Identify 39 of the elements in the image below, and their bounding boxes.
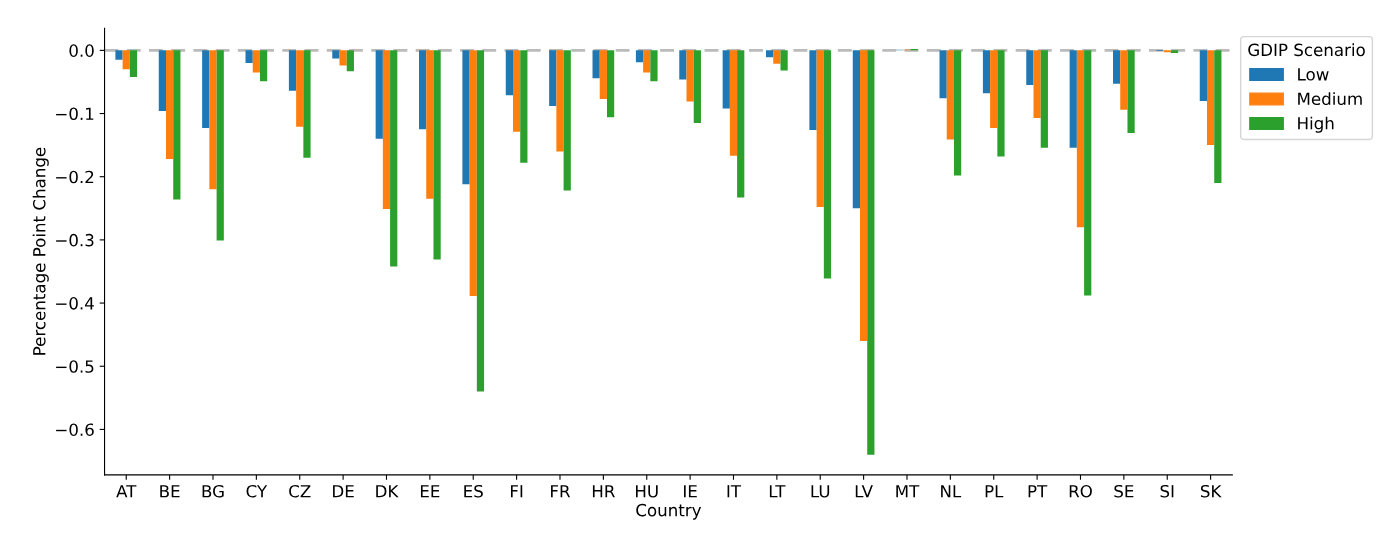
- x-tick-label: ES: [464, 484, 483, 498]
- legend-label: Low: [1298, 68, 1329, 81]
- x-tick-label: CZ: [289, 484, 311, 498]
- legend-label: High: [1298, 116, 1334, 133]
- y-tick-label: −0.4: [56, 297, 94, 310]
- x-tick-label: SK: [1200, 484, 1222, 498]
- x-tick-label: PL: [985, 485, 1004, 498]
- y-tick-label: −0.6: [56, 423, 94, 436]
- x-tick-label: LV: [855, 485, 873, 498]
- y-tick-label: −0.2: [56, 170, 94, 184]
- x-tick-label: IT: [727, 485, 742, 498]
- x-tick-label: FI: [511, 485, 523, 498]
- x-tick-label: MT: [896, 485, 920, 498]
- x-tick-label: PT: [1028, 485, 1048, 498]
- x-tick-label: DE: [333, 485, 354, 498]
- x-tick-label: SE: [1114, 484, 1134, 498]
- x-tick-label: BE: [160, 485, 180, 498]
- x-tick-label: EE: [420, 485, 440, 498]
- x-tick-label: AT: [116, 485, 137, 498]
- x-tick-label: HU: [636, 485, 658, 498]
- x-tick-label: HR: [592, 485, 615, 498]
- x-tick-label: IE: [684, 485, 697, 498]
- y-axis-title: Percentage Point Change: [32, 147, 49, 355]
- x-tick-label: DK: [376, 485, 399, 498]
- y-tick-label: 0.0: [69, 44, 94, 57]
- x-tick-label: FR: [551, 485, 571, 498]
- x-tick-label: SI: [1160, 484, 1174, 498]
- y-tick-label: −0.3: [56, 233, 94, 247]
- legend-label: Medium: [1298, 92, 1362, 106]
- x-tick-label: CY: [246, 484, 268, 498]
- legend-title: GDIP Scenario: [1248, 43, 1365, 57]
- y-tick-label: −0.5: [56, 360, 94, 373]
- y-tick-label: −0.1: [56, 107, 94, 121]
- x-tick-label: RO: [1069, 484, 1092, 498]
- x-axis-title: Country: [636, 503, 702, 520]
- x-tick-label: BG: [202, 484, 224, 498]
- x-tick-label: NL: [941, 485, 962, 498]
- x-tick-label: LT: [769, 485, 786, 498]
- x-tick-label: LU: [811, 485, 830, 498]
